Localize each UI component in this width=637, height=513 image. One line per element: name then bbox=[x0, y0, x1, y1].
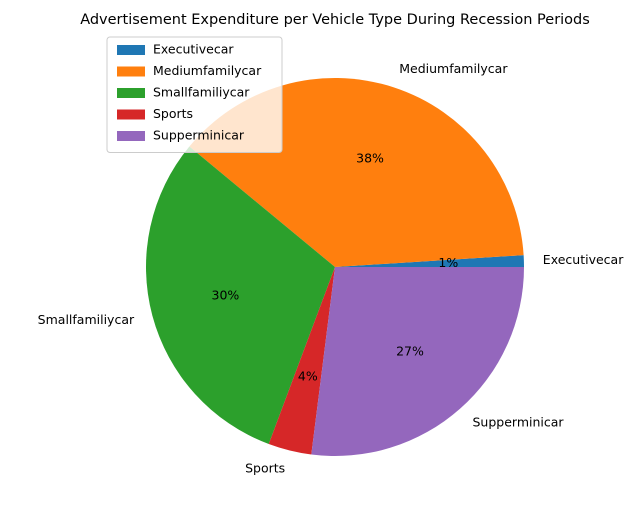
legend-frame bbox=[106, 36, 283, 153]
slice-label-supperminicar: Supperminicar bbox=[472, 414, 564, 429]
slice-label-sports: Sports bbox=[245, 460, 285, 475]
slice-label-smallfamiliycar: Smallfamiliycar bbox=[38, 312, 135, 327]
legend: Executivecar Mediumfamilycar Smallfamiliyc… bbox=[106, 36, 283, 153]
legend-swatch-supperminicar bbox=[117, 131, 145, 141]
pie-slice-sports bbox=[268, 267, 335, 455]
legend-label-mediumfamilycar: Mediumfamilycar bbox=[153, 63, 262, 78]
legend-swatch-executivecar bbox=[117, 45, 145, 55]
slice-label-mediumfamilycar: Mediumfamilycar bbox=[399, 61, 508, 76]
percent-label-mediumfamilycar: 38% bbox=[356, 151, 384, 166]
pie-slice-smallfamiliycar bbox=[146, 146, 335, 445]
percent-label-executivecar: 1% bbox=[438, 255, 458, 270]
legend-swatch-mediumfamilycar bbox=[117, 66, 145, 77]
percent-label-supperminicar: 27% bbox=[396, 344, 424, 359]
pie-slice-executivecar bbox=[335, 255, 524, 267]
pie-slice-supperminicar bbox=[311, 267, 524, 456]
legend-label-executivecar: Executivecar bbox=[153, 42, 234, 57]
chart-title: Advertisement Expenditure per Vehicle Ty… bbox=[80, 12, 590, 28]
legend-swatch-smallfamiliycar bbox=[117, 88, 145, 98]
percent-label-sports: 4% bbox=[298, 369, 318, 384]
legend-label-smallfamiliycar: Smallfamiliycar bbox=[153, 85, 250, 100]
legend-label-supperminicar: Supperminicar bbox=[153, 128, 245, 143]
legend-swatch-sports bbox=[117, 109, 145, 120]
slice-label-executivecar: Executivecar bbox=[543, 252, 624, 267]
slice-labels: Executivecar 1% Mediumfamilycar 38% Smallfam… bbox=[38, 61, 625, 476]
percent-label-smallfamiliycar: 30% bbox=[212, 288, 240, 303]
legend-label-sports: Sports bbox=[153, 106, 193, 121]
